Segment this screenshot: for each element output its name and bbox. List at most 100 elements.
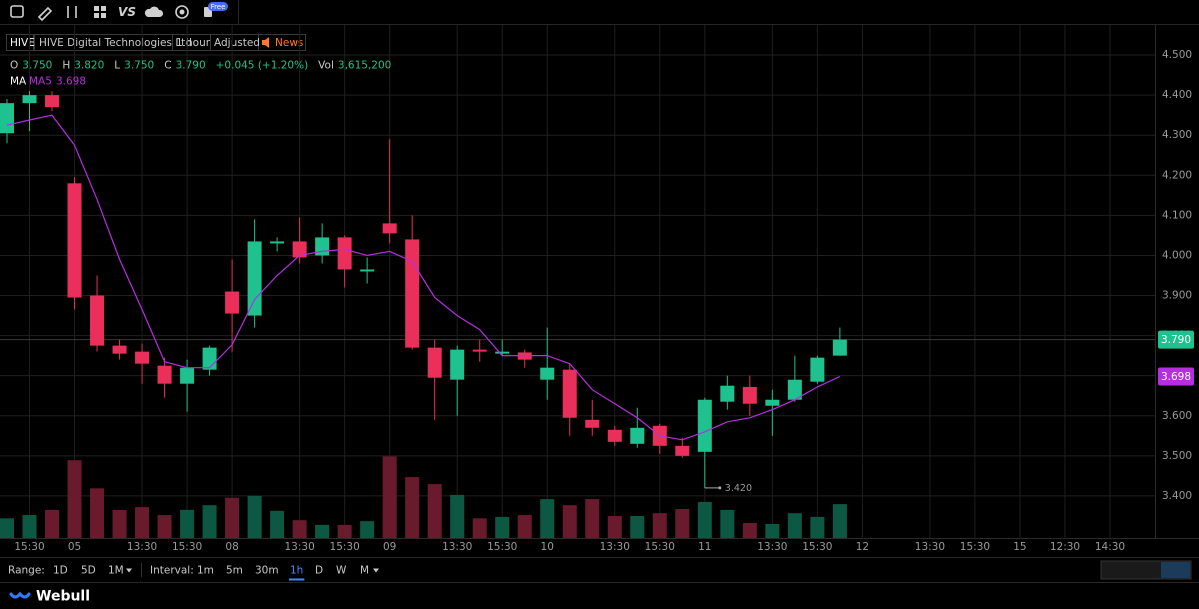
volume-bar [450,494,465,538]
range-option[interactable]: 1D [53,565,68,577]
quote-value: 3.820 [74,60,104,72]
y-tick-label: 4.100 [1162,209,1192,221]
y-tick-label: 4.300 [1162,129,1192,141]
candle-body [270,241,285,244]
annotation-label: 3.420 [725,483,752,494]
candle-body [337,237,352,270]
volume-bar [742,523,757,538]
candle-body [607,429,622,442]
news[interactable]: News [275,37,303,49]
x-tick-label: 15 [1013,541,1026,553]
x-tick-label: 13:30 [757,541,787,553]
volume-bar [607,515,622,538]
volume-bar [810,516,825,538]
volume-bar [495,516,510,538]
x-tick-label: 13:30 [127,541,157,553]
layout-icon[interactable] [94,6,106,18]
box[interactable] [258,34,306,51]
range-label: Range: [8,565,45,577]
y-tick-label: 3.400 [1162,490,1192,502]
candle-body [562,369,577,418]
company-name: HIVE Digital Technologies Ltd [39,37,192,49]
cloud-icon[interactable] [144,6,164,17]
candle-body [225,291,240,314]
interval[interactable]: 1 hour [176,37,211,49]
candle-body [810,357,825,382]
candle-body [292,241,307,258]
y-tick-label: 4.400 [1162,89,1192,101]
y-tick-label: 4.000 [1162,249,1192,261]
interval-option[interactable]: 1m [197,565,214,577]
interval-option[interactable]: 30m [255,565,279,577]
candle-body [787,379,802,400]
quote-label: Vol [318,60,334,72]
volume-bar [720,509,735,538]
quote-label: O [10,60,18,72]
volume-bar [22,515,37,538]
y-tick-label: 4.200 [1162,169,1192,181]
candle-body [45,95,60,108]
candle-body [585,419,600,428]
interval-option[interactable]: W [336,565,347,577]
badge-text: Free [211,3,226,11]
volume-bar [315,524,330,538]
candle-body [472,349,487,352]
volume-bar [787,513,802,538]
y-tick-label: 4.500 [1162,49,1192,61]
target-dot [179,9,185,15]
range-option[interactable]: 1M [108,565,124,577]
volume-bar [90,488,105,538]
x-tick-label: 15:30 [330,541,360,553]
candle-body [22,95,37,104]
x-tick-label: 08 [225,541,238,553]
interval-option[interactable]: 1h [290,565,303,577]
ma-legend: MA5 [29,76,52,88]
candle-body [450,349,465,380]
candle-body [157,365,172,384]
interval-option[interactable]: 5m [226,565,243,577]
dropdown-caret[interactable] [126,568,132,573]
interval-option[interactable]: D [315,565,323,577]
interval-option[interactable]: M [360,565,369,577]
candle-body [90,295,105,346]
volume-bar [585,499,600,538]
x-tick-label: 13:30 [915,541,945,553]
x-tick-label: 12 [856,541,869,553]
x-tick-label: 13:30 [600,541,630,553]
logo [9,591,31,599]
target-icon[interactable] [175,5,189,19]
x-tick-label: 12:30 [1050,541,1080,553]
volume-bar [405,477,420,538]
quote-label: L [114,60,120,72]
volume-bar [292,520,307,538]
candle-body [202,347,217,370]
x-tick-label: 11 [698,541,711,553]
volume-bar [45,509,60,538]
price-tag-label: 3.790 [1161,334,1191,346]
candle-icon[interactable] [67,6,77,18]
x-tick-label: 15:30 [14,541,44,553]
adjust[interactable]: Adjusted [214,37,260,49]
x-tick-label: 05 [68,541,81,553]
volume-bar [382,456,397,538]
chart-icon[interactable] [10,5,24,18]
toolbar: VS Free [0,0,1199,25]
range-option[interactable]: 5D [81,565,96,577]
draw-icon[interactable] [37,6,53,22]
compare-button[interactable]: VS [118,5,136,19]
dropdown-caret[interactable] [373,568,379,573]
price-tag [1158,330,1194,349]
candle-body [495,351,510,354]
x-tick-label: 15:30 [960,541,990,553]
volume-bar [135,507,150,538]
annotation-dot [718,486,722,490]
volume-bar [472,518,487,538]
candle-body [382,223,397,234]
candle-body [180,367,195,384]
candle-body [630,427,645,444]
volume-bar [157,515,172,538]
news-icon [262,37,269,48]
x-tick-label: 15:30 [172,541,202,553]
box [6,34,34,51]
